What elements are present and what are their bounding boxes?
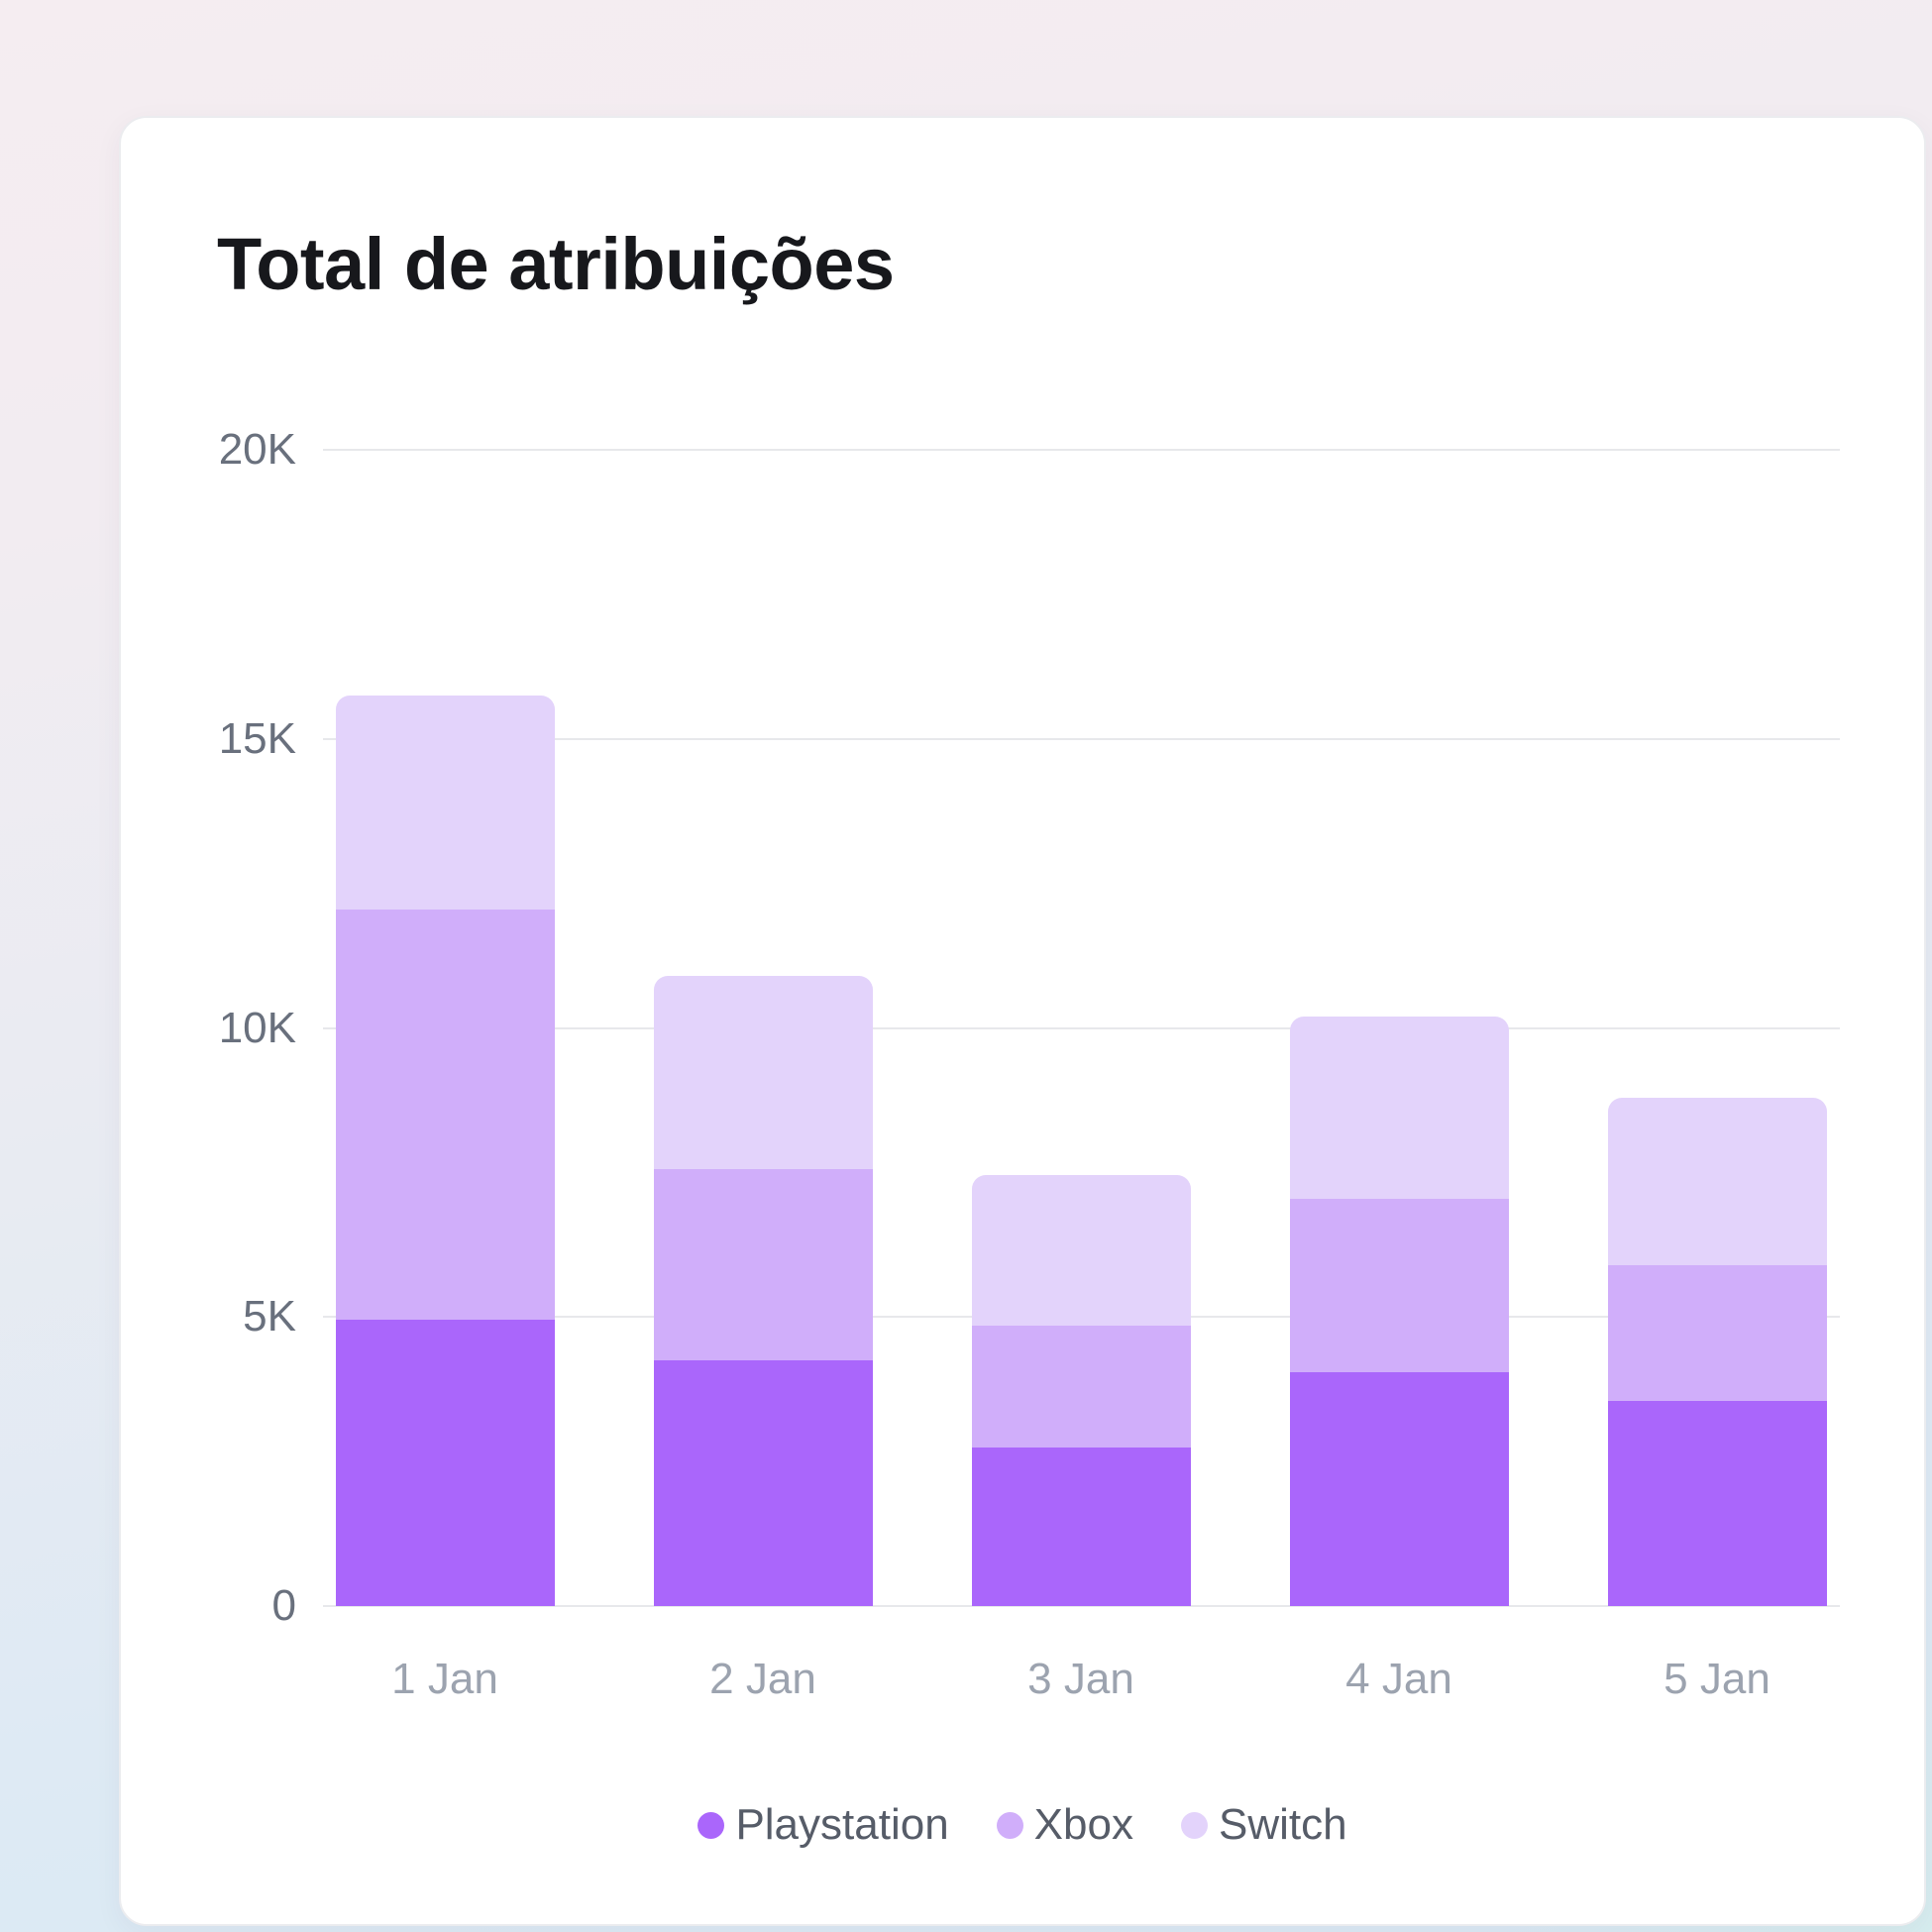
legend-dot-icon-switch: [1180, 1811, 1208, 1839]
y-axis-tick-5k: 5K: [243, 1292, 296, 1342]
bar-2-jan-segment-switch[interactable]: [653, 975, 873, 1170]
x-axis-tick-4-jan: 4 Jan: [1345, 1655, 1452, 1703]
bar-5-jan-segment-playstation[interactable]: [1607, 1400, 1827, 1606]
bar-1-jan: [335, 695, 555, 1606]
legend-label-playstation: Playstation: [735, 1800, 949, 1849]
legend-label-switch: Switch: [1218, 1800, 1347, 1849]
legend-item-playstation[interactable]: Playstation: [698, 1800, 949, 1849]
y-axis-tick-0: 0: [271, 1581, 296, 1630]
gridline-10k: [323, 1026, 1840, 1029]
bar-4-jan-segment-playstation[interactable]: [1289, 1371, 1509, 1606]
x-axis-tick-1-jan: 1 Jan: [391, 1655, 498, 1703]
x-axis-tick-5-jan: 5 Jan: [1664, 1655, 1771, 1703]
bar-4-jan-segment-xbox[interactable]: [1289, 1198, 1509, 1372]
bar-2-jan-segment-playstation[interactable]: [653, 1360, 873, 1606]
bar-4-jan: [1289, 1016, 1509, 1606]
bar-5-jan-segment-xbox[interactable]: [1607, 1264, 1827, 1401]
y-axis-tick-10k: 10K: [218, 1003, 296, 1052]
legend-item-xbox[interactable]: Xbox: [996, 1800, 1133, 1849]
legend-item-switch[interactable]: Switch: [1180, 1800, 1347, 1849]
bar-5-jan: [1607, 1097, 1827, 1606]
legend-dot-icon-playstation: [698, 1811, 725, 1839]
bar-1-jan-segment-switch[interactable]: [335, 695, 555, 910]
gridline-20k: [323, 449, 1840, 451]
chart-card: Total de atribuições 0 5K 10K 15K 20K 1 Jan 2 …: [119, 116, 1926, 1926]
bar-3-jan-segment-switch[interactable]: [971, 1175, 1191, 1326]
bar-3-jan: [971, 1175, 1191, 1606]
x-axis-tick-2-jan: 2 Jan: [709, 1655, 816, 1703]
bar-4-jan-segment-switch[interactable]: [1289, 1016, 1509, 1199]
stacked-bar-chart: 0 5K 10K 15K 20K 1 Jan 2 Jan 3 Jan 4 Jan 5 Jan: [121, 118, 1924, 1924]
chart-legend: Playstation Xbox Switch: [121, 1795, 1924, 1855]
bar-5-jan-segment-switch[interactable]: [1607, 1097, 1827, 1265]
bar-1-jan-segment-playstation[interactable]: [335, 1320, 555, 1606]
bar-1-jan-segment-xbox[interactable]: [335, 909, 555, 1321]
bar-3-jan-segment-xbox[interactable]: [971, 1326, 1191, 1448]
bar-3-jan-segment-playstation[interactable]: [971, 1447, 1191, 1606]
gridline-0: [323, 1605, 1840, 1607]
chart-title: Total de atribuições: [217, 223, 895, 305]
legend-label-xbox: Xbox: [1033, 1800, 1133, 1849]
bar-2-jan-segment-xbox[interactable]: [653, 1169, 873, 1360]
gridline-15k: [323, 737, 1840, 740]
legend-dot-icon-xbox: [996, 1811, 1023, 1839]
bar-2-jan: [653, 975, 873, 1606]
x-axis-tick-3-jan: 3 Jan: [1027, 1655, 1134, 1703]
y-axis-tick-15k: 15K: [218, 713, 296, 763]
y-axis-tick-20k: 20K: [218, 425, 296, 474]
